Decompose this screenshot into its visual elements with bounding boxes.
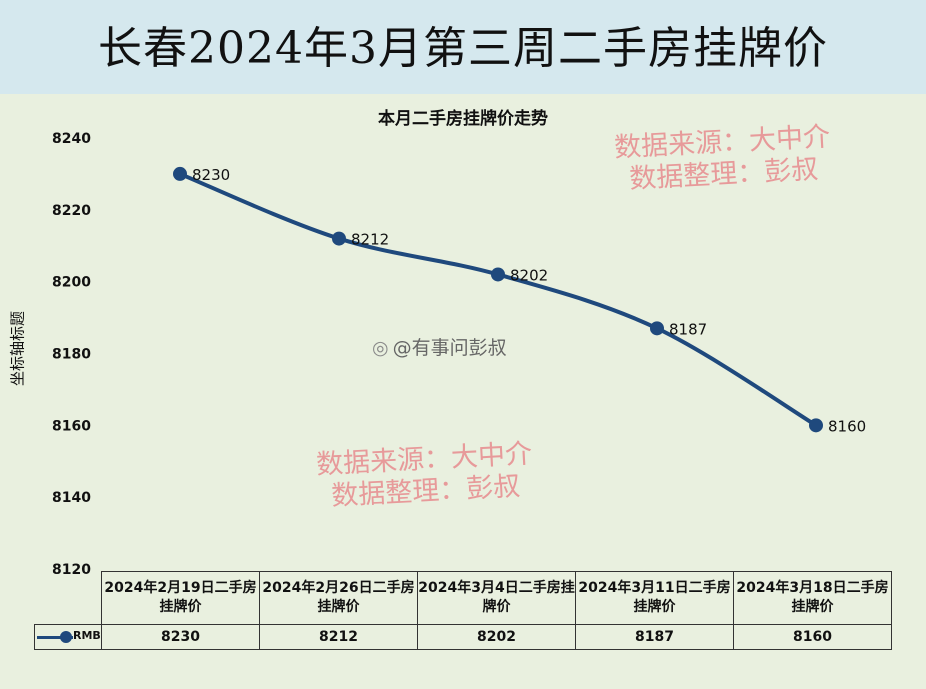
legend-marker-swatch [60, 631, 72, 643]
series-line [179, 172, 818, 428]
data-table-value: 8202 [417, 624, 576, 650]
y-tick-label: 8200 [52, 275, 91, 291]
data-label: 8160 [828, 417, 866, 435]
data-table-header-row: 2024年2月19日二手房挂牌价 2024年2月26日二手房挂牌价 2024年3… [35, 571, 892, 625]
data-label: 8187 [669, 320, 707, 338]
legend-line-swatch [37, 636, 73, 639]
chart-title: 本月二手房挂牌价走势 [378, 109, 548, 129]
data-table-value: 8187 [575, 624, 734, 650]
data-table-corner [35, 572, 102, 625]
data-table-value: 8230 [101, 624, 260, 650]
weibo-handle: @有事问彭叔 [392, 337, 507, 359]
weibo-logo-icon: ◎ [372, 337, 389, 359]
data-point [650, 321, 664, 336]
data-point [173, 166, 187, 181]
data-table-value-row: RMB 8230 8212 8202 8187 8160 [34, 624, 892, 650]
data-label: 8212 [351, 231, 389, 249]
title-band [0, 0, 926, 94]
data-table-category: 2024年3月18日二手房挂牌价 [733, 571, 892, 625]
y-tick-label: 8160 [52, 418, 91, 434]
data-point [491, 267, 505, 282]
data-table-value: 8212 [259, 624, 418, 650]
y-tick-label: 8240 [52, 131, 91, 147]
page-title: 长春2024年3月第三周二手房挂牌价 [98, 23, 828, 74]
data-label: 8230 [192, 166, 230, 184]
data-label: 8202 [510, 266, 548, 284]
legend-series-name: RMB [73, 629, 101, 642]
weibo-watermark: ◎ @有事问彭叔 [372, 333, 507, 360]
data-table-category: 2024年3月11日二手房挂牌价 [575, 571, 734, 625]
y-tick-label: 8140 [52, 490, 91, 506]
data-point [332, 231, 346, 246]
y-tick-label: 8120 [52, 562, 91, 578]
data-table-value: 8160 [733, 624, 892, 650]
data-point [809, 418, 823, 433]
data-table-category: 2024年3月4日二手房挂牌价 [417, 571, 576, 625]
legend-entry: RMB [34, 624, 102, 650]
y-tick-label: 8220 [52, 203, 91, 219]
data-table: 2024年2月19日二手房挂牌价 2024年2月26日二手房挂牌价 2024年3… [34, 571, 892, 650]
data-table-category: 2024年2月19日二手房挂牌价 [101, 571, 260, 625]
y-tick-label: 8180 [52, 347, 91, 363]
data-table-category: 2024年2月26日二手房挂牌价 [259, 571, 418, 625]
